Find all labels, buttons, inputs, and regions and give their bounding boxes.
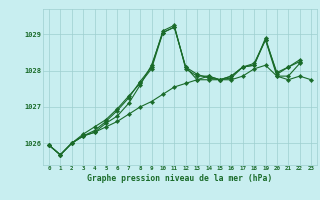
X-axis label: Graphe pression niveau de la mer (hPa): Graphe pression niveau de la mer (hPa)	[87, 174, 273, 183]
